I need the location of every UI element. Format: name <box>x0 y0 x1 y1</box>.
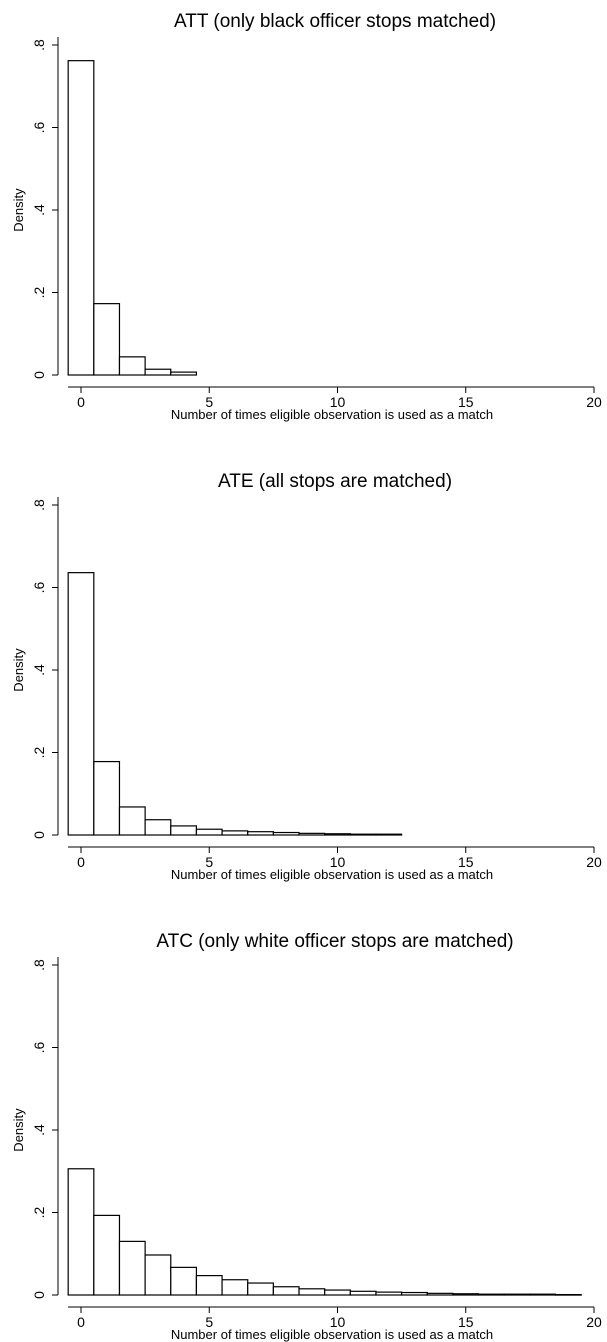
x-tick-label: 0 <box>77 1314 85 1330</box>
x-tick-label: 10 <box>330 854 346 870</box>
histogram-bar <box>195 1275 223 1296</box>
y-tick-label: .8 <box>31 39 47 51</box>
histogram-bar <box>67 1168 95 1296</box>
histogram-bar <box>349 833 377 836</box>
x-tick-label: 5 <box>205 1314 213 1330</box>
histogram-bar <box>452 1293 480 1296</box>
x-tick-label: 15 <box>458 394 474 410</box>
histogram-bar <box>298 1288 326 1296</box>
y-tick-label: .8 <box>31 959 47 971</box>
y-tick-label: .4 <box>31 1124 47 1136</box>
histogram-bar <box>272 1286 300 1296</box>
histogram-bar <box>118 806 146 836</box>
y-tick-label: .4 <box>31 204 47 216</box>
histogram-bar <box>401 1291 428 1296</box>
histogram-bar <box>93 1214 121 1296</box>
histogram-bar <box>144 1254 172 1296</box>
x-tick-label: 20 <box>586 1314 602 1330</box>
y-tick-label: .6 <box>31 581 47 593</box>
y-axis-label: Density <box>11 648 26 692</box>
y-tick-label: .4 <box>31 664 47 676</box>
histogram-bar <box>554 1293 582 1296</box>
y-tick-label: .2 <box>31 1206 47 1218</box>
histogram-bar <box>375 1291 403 1296</box>
x-axis-label: Number of times eligible observation is … <box>171 1327 493 1342</box>
histogram-bar <box>93 303 121 376</box>
histogram-bar <box>375 833 403 836</box>
y-tick-label: .6 <box>31 1041 47 1053</box>
histogram-bar <box>144 368 172 376</box>
chart-title: ATC (only white officer stops are matche… <box>156 931 513 952</box>
x-tick-label: 5 <box>205 854 213 870</box>
y-tick-label: 0 <box>31 1291 47 1299</box>
y-axis-label: Density <box>11 1108 26 1152</box>
chart-panel-3: ATC (only white officer stops are matche… <box>11 931 602 1342</box>
histogram-bar <box>298 832 326 836</box>
x-tick-label: 20 <box>586 394 602 410</box>
y-tick-label: .2 <box>31 286 47 298</box>
y-tick-label: 0 <box>31 831 47 839</box>
histogram-bar <box>67 60 95 376</box>
x-axis-label: Number of times eligible observation is … <box>171 867 493 882</box>
histogram-bar <box>93 760 121 836</box>
x-tick-label: 20 <box>586 854 602 870</box>
histogram-bar <box>144 819 172 836</box>
histogram-bar <box>324 833 351 836</box>
y-tick-label: 0 <box>31 371 47 379</box>
histogram-bar <box>503 1293 531 1296</box>
chart-panel-1: ATT (only black officer stops matched) 0.… <box>11 11 602 422</box>
histogram-bar <box>195 828 223 836</box>
x-tick-label: 15 <box>458 854 474 870</box>
y-tick-label: .2 <box>31 746 47 758</box>
x-tick-label: 0 <box>77 394 85 410</box>
y-axis-label: Density <box>11 188 26 232</box>
histogram-bar <box>221 1279 249 1296</box>
histogram-bar <box>118 356 146 376</box>
x-tick-label: 0 <box>77 854 85 870</box>
histogram-bar <box>324 1289 351 1296</box>
chart-panel-2: ATE (all stops are matched) 0 .2 .4 .6 .8 0 5 10… <box>11 471 602 882</box>
chart-title: ATE (all stops are matched) <box>218 471 452 492</box>
histogram-bar <box>67 572 95 836</box>
y-tick-label: .8 <box>31 499 47 511</box>
x-tick-label: 10 <box>330 1314 346 1330</box>
histogram-bar <box>477 1293 505 1296</box>
chart-title: ATT (only black officer stops matched) <box>174 11 496 32</box>
histogram-bar <box>272 831 300 836</box>
histogram-bar <box>221 830 249 836</box>
y-tick-label: .6 <box>31 121 47 133</box>
histogram-bar <box>349 1290 377 1296</box>
histogram-bar <box>170 1266 198 1296</box>
histogram-bar <box>118 1240 146 1296</box>
histogram-bar <box>247 831 274 836</box>
histogram-bar <box>247 1282 274 1296</box>
histogram-bar <box>426 1292 454 1296</box>
x-tick-label: 15 <box>458 1314 474 1330</box>
histogram-bar <box>529 1293 557 1296</box>
histogram-bar <box>170 371 198 376</box>
x-axis-label: Number of times eligible observation is … <box>171 407 493 422</box>
x-tick-label: 5 <box>205 394 213 410</box>
x-tick-label: 10 <box>330 394 346 410</box>
histogram-bar <box>170 825 198 836</box>
